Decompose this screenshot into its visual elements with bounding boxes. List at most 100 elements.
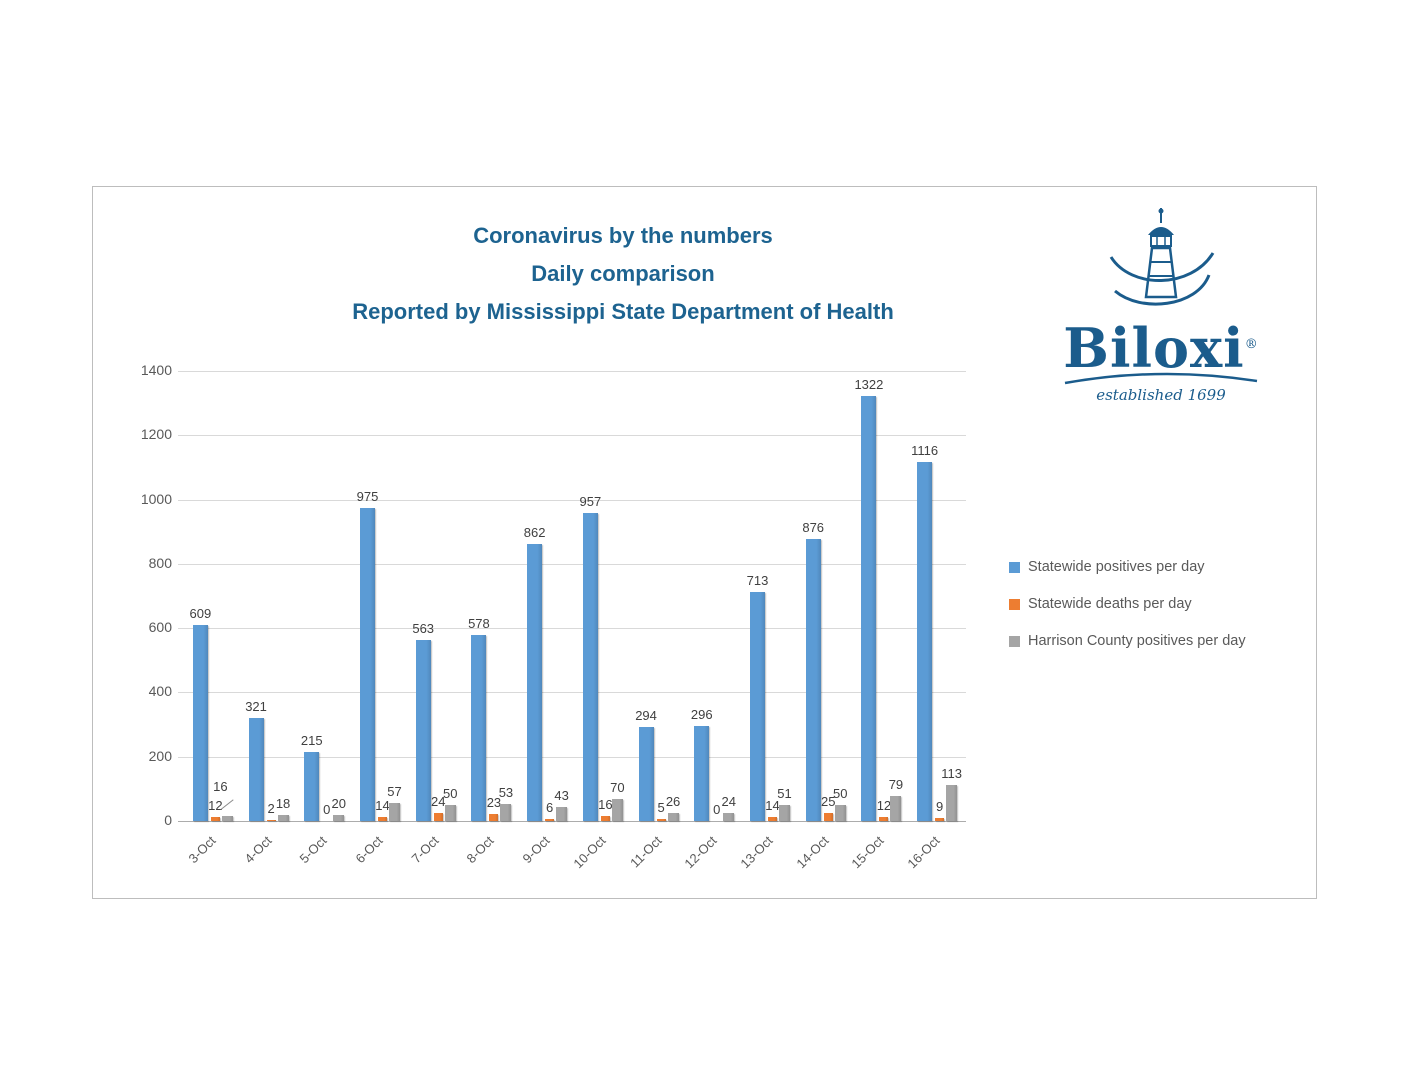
bar-value-label: 0 [713, 802, 721, 817]
bar-harrison-county-positives-per-day [779, 804, 790, 821]
bar-value-label: 957 [579, 494, 602, 510]
bar-value-label: 876 [802, 520, 825, 536]
x-axis-tick-label: 15-Oct [848, 833, 888, 872]
bar-value-label: 26 [665, 793, 681, 809]
bar-statewide-deaths-per-day [823, 812, 833, 821]
x-axis-tick-label: 11-Oct [626, 833, 665, 871]
bar-value-label: 5 [657, 800, 665, 816]
legend-item-statewide-deaths: Statewide deaths per day [1009, 596, 1246, 612]
bar-value-label: 16 [213, 778, 228, 794]
x-axis-tick-label: 8-Oct [463, 833, 498, 867]
legend-label-positives: Statewide positives per day [1028, 559, 1205, 575]
x-axis-line [178, 821, 966, 822]
bar-statewide-deaths-per-day [879, 817, 889, 821]
bar-value-label: 1322 [854, 377, 884, 393]
bar-value-label: 57 [387, 783, 402, 799]
bar-harrison-county-positives-per-day [444, 804, 456, 821]
chart-title-line-1: Coronavirus by the numbers [473, 223, 773, 248]
bar-value-label: 609 [189, 606, 212, 622]
bar-value-label: 16 [598, 796, 613, 812]
bar-statewide-deaths-per-day [378, 816, 387, 821]
legend-swatch-positives [1009, 561, 1020, 573]
bar-statewide-positives-per-day [861, 396, 877, 821]
bar-harrison-county-positives-per-day [500, 803, 512, 821]
bar-harrison-county-positives-per-day [556, 807, 568, 821]
x-axis-tick-label: 13-Oct [737, 833, 776, 872]
bar-value-label: 50 [442, 785, 458, 801]
bar-harrison-county-positives-per-day [221, 815, 233, 821]
bar-statewide-positives-per-day [192, 625, 208, 821]
bar-statewide-deaths-per-day [266, 820, 276, 821]
bar-harrison-county-positives-per-day [389, 802, 400, 821]
bar-value-label: 113 [941, 765, 962, 781]
gridline [178, 435, 966, 437]
chart-title: Coronavirus by the numbers Daily compari… [148, 217, 1098, 331]
gridline [178, 692, 966, 694]
bar-harrison-county-positives-per-day [611, 798, 623, 821]
bar-value-label: 23 [486, 794, 502, 810]
bar-value-label: 24 [721, 794, 737, 810]
bar-harrison-county-positives-per-day [667, 812, 679, 821]
bar-statewide-positives-per-day [750, 591, 765, 821]
bar-value-label: 53 [498, 784, 514, 800]
bar-statewide-positives-per-day [248, 717, 264, 821]
y-axis-tick-label: 200 [148, 747, 172, 764]
bar-statewide-positives-per-day [360, 507, 375, 821]
bar-statewide-positives-per-day [694, 725, 710, 821]
bar-statewide-positives-per-day [917, 462, 933, 821]
bar-statewide-positives-per-day [415, 640, 431, 821]
bar-harrison-county-positives-per-day [723, 813, 735, 821]
bar-value-label: 563 [412, 621, 435, 637]
bar-value-label: 12 [208, 798, 223, 814]
x-axis-tick-label: 7-Oct [408, 833, 442, 867]
bar-value-label: 578 [468, 616, 490, 632]
bar-value-label: 862 [523, 524, 546, 540]
bar-value-label: 14 [765, 797, 780, 813]
y-axis-tick-label: 1200 [140, 426, 172, 443]
bar-value-label: 9 [936, 799, 944, 815]
bar-value-label: 296 [690, 706, 713, 722]
y-axis-tick-label: 600 [148, 619, 172, 636]
x-axis-tick-label: 5-Oct [296, 833, 330, 867]
y-axis-tick-label: 1000 [140, 490, 172, 507]
bar-value-label: 0 [323, 802, 331, 817]
y-axis-tick-label: 0 [164, 812, 172, 828]
bar-statewide-deaths-per-day [545, 819, 555, 821]
chart-title-line-3: Reported by Mississippi State Department… [352, 299, 894, 324]
bar-value-label: 215 [300, 732, 323, 748]
registered-mark: ® [1244, 337, 1259, 352]
x-axis-tick-label: 12-Oct [681, 833, 720, 872]
legend-swatch-deaths [1009, 598, 1020, 610]
bar-statewide-positives-per-day [304, 751, 320, 821]
bar-value-label: 70 [610, 779, 625, 795]
bar-value-label: 14 [375, 797, 390, 813]
bar-value-label: 713 [746, 572, 769, 588]
bar-statewide-positives-per-day [527, 543, 543, 821]
x-axis-tick-label: 10-Oct [570, 833, 609, 872]
y-axis-tick-label: 400 [148, 683, 172, 700]
gridline [178, 371, 966, 372]
logo-tagline: established 1699 [1096, 386, 1226, 404]
bar-value-label: 2 [267, 801, 275, 817]
bar-value-label: 6 [546, 800, 554, 816]
x-axis-tick-label: 14-Oct [793, 833, 832, 872]
bar-value-label: 43 [554, 788, 569, 804]
bar-statewide-deaths-per-day [489, 813, 499, 821]
bar-harrison-county-positives-per-day [277, 815, 289, 821]
bar-value-label: 51 [777, 785, 792, 801]
bar-value-label: 321 [245, 698, 267, 714]
bar-statewide-deaths-per-day [935, 818, 945, 821]
bar-value-label: 50 [832, 785, 848, 801]
legend-item-harrison-positives: Harrison County positives per day [1009, 633, 1246, 649]
gridline [178, 499, 966, 501]
bar-value-label: 20 [331, 795, 347, 811]
x-axis-tick-label: 9-Oct [519, 833, 553, 867]
bar-value-label: 294 [635, 707, 657, 723]
plot-area: 0 200 400 600 800 1000 1200 1400 3-Oct 609 12 16 4-O… [141, 362, 966, 871]
bar-statewide-positives-per-day [471, 635, 487, 821]
chart-container: Coronavirus by the numbers Daily compari… [92, 186, 1317, 899]
bar-harrison-county-positives-per-day [333, 814, 345, 821]
bar-value-label: 25 [820, 793, 836, 809]
gridline [178, 756, 966, 758]
legend-item-statewide-positives: Statewide positives per day [1009, 559, 1246, 575]
